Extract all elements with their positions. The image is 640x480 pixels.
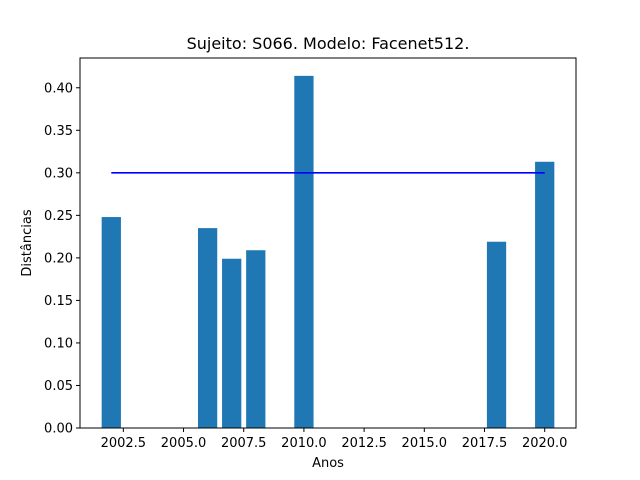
y-tick-label: 0.15 — [44, 294, 73, 309]
y-tick-label: 0.25 — [44, 209, 73, 224]
bar-2002 — [101, 217, 121, 428]
y-tick-label: 0.05 — [44, 379, 73, 394]
bar-2007 — [222, 258, 242, 428]
plot-frame — [79, 57, 577, 429]
bar-2020 — [535, 161, 555, 428]
x-tick-label: 2010.0 — [281, 436, 327, 451]
y-axis-title: Distâncias — [20, 209, 35, 276]
chart-title: Sujeito: S066. Modelo: Facenet512. — [187, 34, 470, 53]
y-tick-label: 0.10 — [44, 336, 73, 351]
x-tick-label: 2012.5 — [341, 436, 387, 451]
y-tick-label: 0.30 — [44, 166, 73, 181]
bar-2008 — [246, 250, 266, 428]
bar-2010 — [294, 75, 314, 429]
x-tick-label: 2002.5 — [101, 436, 147, 451]
x-axis-title: Anos — [312, 456, 344, 471]
x-tick-label: 2007.5 — [221, 436, 267, 451]
bar-2006 — [197, 228, 218, 428]
y-tick-label: 0.00 — [44, 422, 73, 437]
x-tick-label: 2017.5 — [462, 436, 508, 451]
y-axis-ticks: 0.00 0.05 0.10 0.15 0.20 0.25 0.30 0.35 0.40 — [44, 81, 80, 437]
bar-2018 — [486, 241, 507, 428]
y-tick-label: 0.20 — [44, 251, 73, 266]
y-tick-label: 0.35 — [44, 124, 73, 139]
x-tick-label: 2015.0 — [402, 436, 448, 451]
y-tick-label: 0.40 — [44, 81, 73, 96]
x-tick-label: 2020.0 — [522, 436, 568, 451]
bars-group — [101, 75, 555, 429]
x-axis-ticks: 2002.5 2005.0 2007.5 2010.0 2012.5 2015.0 2017… — [101, 428, 568, 451]
x-tick-label: 2005.0 — [161, 436, 207, 451]
